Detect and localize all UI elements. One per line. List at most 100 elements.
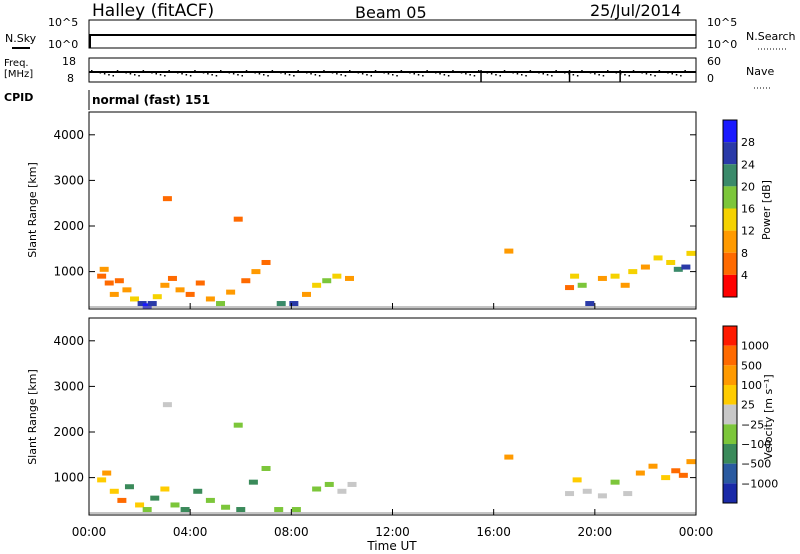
x-tick-label: 00:00: [679, 525, 714, 539]
nave-dot: [602, 75, 605, 77]
nave-dot: [671, 73, 673, 75]
nave-dot: [443, 74, 446, 76]
nave-dot: [490, 73, 493, 75]
nave-dot: [559, 71, 562, 73]
nave-dot: [220, 70, 222, 72]
nave-dot: [353, 71, 355, 73]
y-tick-label: 2000: [53, 425, 84, 439]
heatmap-cell: [686, 250, 696, 256]
nave-dot: [521, 74, 523, 76]
nave-dot: [654, 75, 656, 77]
heatmap-cell: [623, 491, 633, 497]
cpid-label: CPID: [4, 91, 33, 104]
heatmap-cell: [620, 282, 630, 288]
nave-dot: [224, 71, 226, 73]
nave-dot: [662, 71, 665, 73]
nave-dot: [576, 75, 579, 77]
power-heatmap-cells: [89, 196, 696, 309]
nave-dot: [499, 75, 501, 77]
nave-dot: [404, 71, 407, 73]
nave-dot: [254, 72, 256, 74]
heatmap-cell: [233, 422, 243, 428]
nave-dot: [172, 71, 175, 73]
nave-dot: [555, 70, 557, 72]
heatmap-cell: [686, 459, 696, 465]
colorbar-swatch: [723, 444, 737, 464]
nave-dot: [310, 73, 312, 75]
velocity-y-ticks: 4000 3000 2000 1000: [53, 334, 696, 485]
heatmap-cell: [114, 278, 124, 284]
nsky-tick-bottom: 10^0: [48, 38, 78, 51]
nave-dot: [430, 71, 433, 73]
nave-dot: [615, 72, 618, 74]
nave-dot: [202, 72, 205, 74]
heatmap-cell: [117, 497, 127, 503]
x-tick-label: 16:00: [476, 525, 511, 539]
heatmap-cell: [673, 266, 683, 272]
colorbar-tick-label: −500: [741, 458, 771, 471]
x-axis-ticks: 00:00 04:00 08:00 12:00 16:00 20:00 00:00: [72, 303, 714, 539]
nave-dot: [482, 71, 484, 73]
nave-dot: [447, 75, 450, 77]
x-axis-label: Time UT: [366, 539, 417, 553]
nave-dot: [228, 72, 231, 74]
colorbar-frame: [722, 119, 738, 298]
heatmap-cell: [147, 301, 157, 307]
colorbar-swatch: [723, 208, 737, 231]
nave-dot: [146, 71, 149, 73]
heatmap-cell: [241, 278, 251, 284]
nave-dot: [241, 75, 243, 77]
heatmap-cell: [205, 497, 215, 503]
nave-dot: [250, 71, 252, 73]
x-tick-label: 20:00: [578, 525, 613, 539]
x-tick-label: 04:00: [173, 525, 208, 539]
colorbar-swatch: [723, 424, 737, 444]
heatmap-cell: [635, 470, 645, 476]
heatmap-cell: [345, 275, 355, 281]
heatmap-cell: [167, 275, 177, 281]
colorbar-swatch: [723, 345, 737, 366]
nave-dot: [258, 73, 261, 75]
cpid-value: normal (fast) 151: [92, 93, 210, 107]
nave-dot: [667, 72, 669, 74]
heatmap-cell: [236, 507, 246, 513]
nave-dot: [585, 71, 587, 73]
nave-dot: [323, 70, 325, 72]
nave-dot: [129, 73, 132, 75]
colorbar-tick-label: 25: [741, 399, 755, 412]
nave-dot: [164, 75, 166, 77]
nave-dot: [99, 72, 102, 74]
heatmap-cell: [312, 282, 322, 288]
nave-dot: [125, 72, 127, 74]
nave-dot: [267, 75, 269, 77]
heatmap-cell: [150, 495, 160, 501]
nave-dot: [370, 75, 372, 77]
nave-dot: [112, 75, 114, 77]
heatmap-cell: [666, 259, 676, 265]
heatmap-cell: [122, 287, 132, 293]
heatmap-cell: [170, 502, 180, 508]
nave-dot: [108, 74, 110, 76]
nave-dot: [512, 72, 514, 74]
nave-dot: [245, 70, 248, 72]
nave-dot: [628, 75, 630, 77]
nave-dot: [400, 70, 403, 72]
nsky-label: N.Sky: [5, 32, 37, 45]
freq-label-line1: Freq.: [4, 58, 29, 69]
heatmap-cell: [504, 454, 514, 460]
colorbar-swatch: [723, 164, 737, 187]
nave-dot: [263, 74, 265, 76]
heatmap-cell: [193, 488, 203, 494]
nave-dot: [297, 70, 299, 72]
heatmap-cell: [205, 296, 215, 302]
nave-dot: [357, 72, 360, 74]
nave-dot: [422, 75, 424, 77]
nsky-tick-top: 10^5: [48, 16, 78, 29]
nave-dot: [275, 71, 278, 73]
heatmap-cell: [610, 479, 620, 485]
velocity-colorbar-label: Velocity [m s⁻¹]: [762, 374, 775, 459]
nave-dot: [340, 74, 342, 76]
nave-dot: [288, 74, 291, 76]
heatmap-cell: [640, 264, 650, 270]
nave-dot: [387, 73, 390, 75]
